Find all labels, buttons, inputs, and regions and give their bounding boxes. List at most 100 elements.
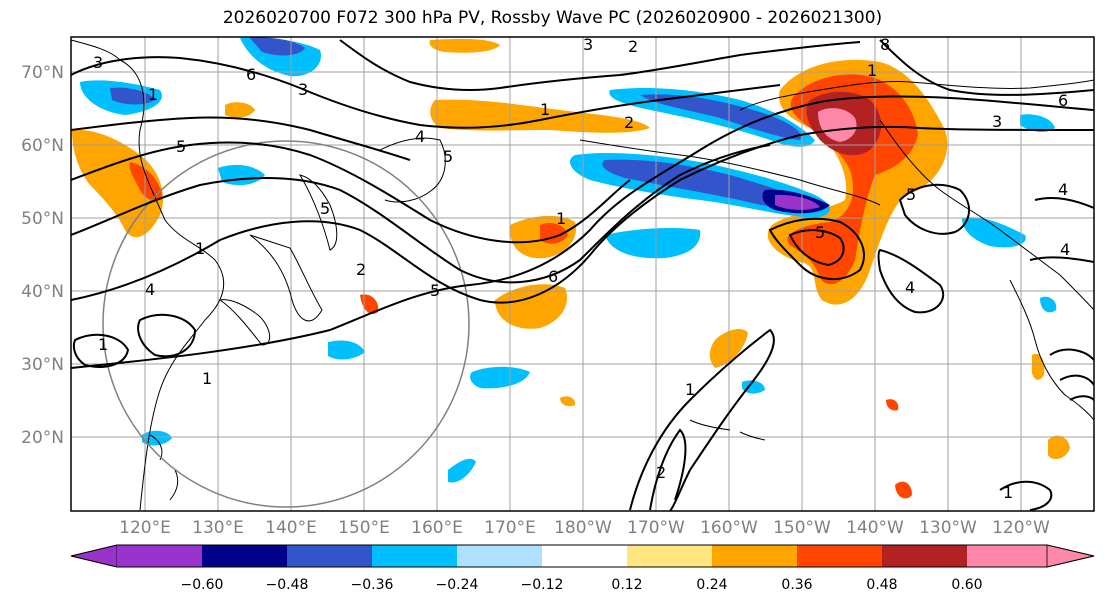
contour-label: 2 [628, 37, 638, 56]
contour-label: 1 [195, 239, 205, 258]
pv-anomaly-negative [328, 340, 365, 360]
lon-label: 160°W [700, 518, 758, 538]
pv-anomaly-negative [962, 217, 1026, 248]
lon-label: 160°E [411, 518, 463, 538]
contour-label: 1 [685, 380, 695, 399]
pv-anomaly-negative [640, 94, 801, 140]
pv-anomaly-positive [895, 481, 912, 499]
colorbar-tick-label: −0.12 [521, 577, 564, 593]
gridlines [71, 37, 1094, 511]
reference-circle [102, 140, 470, 508]
pv-anomaly-negative [470, 366, 530, 389]
colorbar-segment [287, 545, 372, 567]
contour-label: 1 [540, 100, 550, 119]
contour-label: 4 [1058, 180, 1068, 199]
lon-label: 130°E [192, 518, 244, 538]
colorbar-tick-label: 0.48 [866, 577, 897, 593]
contour-label: 4 [415, 127, 425, 146]
longitude-labels: 120°E 130°E 140°E 150°E 160°E 170°E 180°… [119, 518, 1050, 538]
contour-label: 2 [356, 260, 366, 279]
pv-anomaly-negative [1020, 114, 1055, 132]
colorbar-segment [882, 545, 967, 567]
pv-anomaly-positive [430, 99, 650, 133]
colorbar-segment [1046, 544, 1095, 568]
pv-anomaly-positive [560, 396, 576, 407]
pv-anomaly-positive [1048, 435, 1070, 460]
lon-label: 120°E [119, 518, 171, 538]
contour-label: 1 [867, 61, 877, 80]
contour-label: 3 [93, 53, 103, 72]
contour-label: 5 [815, 223, 825, 242]
contour-label: 2 [656, 463, 666, 482]
map-title: 2026020700 F072 300 hPa PV, Rossby Wave … [222, 8, 883, 28]
lon-label: 150°E [338, 518, 390, 538]
contour-label: 1 [202, 369, 212, 388]
pv-anomaly-positive [886, 399, 899, 411]
colorbar-segment [117, 545, 202, 567]
contour-label: 1 [98, 335, 108, 354]
contour-label: 4 [905, 278, 915, 297]
colorbar-segment [712, 545, 797, 567]
contour-label: 5 [430, 281, 440, 300]
colorbar-tick-label: −0.24 [436, 577, 479, 593]
lon-label: 140°W [846, 518, 904, 538]
pv-shading [72, 37, 1070, 499]
pv-anomaly-positive [225, 102, 255, 118]
pv-anomaly-negative [775, 194, 820, 210]
lon-label: 180°W [554, 518, 612, 538]
contour-label: 5 [906, 185, 916, 204]
contour-label: 5 [320, 199, 330, 218]
colorbar-segment [457, 545, 542, 567]
contour-label: 6 [1058, 91, 1068, 110]
colorbar-tick-label: −0.48 [266, 577, 309, 593]
contour-label: 3 [298, 80, 308, 99]
contour-label: 1 [1003, 483, 1013, 502]
contour-label: 2 [624, 113, 634, 132]
contour-label: 1 [556, 209, 566, 228]
colorbar-tick-label: 0.36 [781, 577, 812, 593]
lat-label: 70°N [21, 63, 64, 83]
pv-anomaly-positive [818, 108, 857, 142]
latitude-labels: 70°N 60°N 50°N 40°N 30°N 20°N [21, 63, 64, 448]
lat-label: 50°N [21, 209, 64, 229]
pv-anomaly-positive [495, 284, 568, 329]
contour-label: 6 [246, 65, 256, 84]
colorbar-tick-label: 0.24 [696, 577, 727, 593]
pv-contours [71, 39, 1094, 511]
lon-label: 130°W [919, 518, 977, 538]
colorbar-outline [70, 544, 1095, 568]
contour-label: 3 [583, 35, 593, 54]
pv-anomaly-negative [605, 227, 701, 259]
lat-label: 40°N [21, 282, 64, 302]
colorbar-tick-label: 0.12 [611, 577, 642, 593]
colorbar-segment [967, 545, 1047, 567]
contour-label: 6 [548, 267, 558, 286]
map-frame [70, 36, 1095, 512]
colorbar-segment [542, 545, 627, 567]
colorbar-segment [627, 545, 712, 567]
colorbar-segment [202, 545, 287, 567]
lon-label: 140°E [265, 518, 317, 538]
coastlines [71, 39, 1094, 511]
map-plot-area: 3 2 3 8 1 6 3 4 1 2 4 6 1 5 5 3 1 5 4 5 … [71, 35, 1094, 511]
colorbar-tick-label: 0.60 [951, 577, 982, 593]
pv-anomaly-negative [742, 380, 765, 394]
pv-anomaly-negative [448, 458, 476, 483]
contour-labels: 3 2 3 8 1 6 3 4 1 2 4 6 1 5 5 3 1 5 4 5 … [93, 35, 1070, 502]
colorbar-tick-label: −0.36 [351, 577, 394, 593]
colorbar-segment [70, 544, 118, 568]
lat-label: 30°N [21, 355, 64, 375]
pv-anomaly-positive [429, 38, 500, 53]
pv-anomaly-negative [1040, 296, 1057, 313]
contour-label: 1 [148, 85, 158, 104]
colorbar-tick-label: −0.60 [181, 577, 224, 593]
lon-label: 170°E [484, 518, 536, 538]
colorbar-segment [372, 545, 457, 567]
pv-anomaly-positive [129, 162, 162, 201]
contour-label: 8 [880, 35, 890, 54]
contour-label: 5 [443, 147, 453, 166]
contour-label: 4 [145, 280, 155, 299]
lon-label: 120°W [992, 518, 1050, 538]
lat-label: 20°N [21, 428, 64, 448]
